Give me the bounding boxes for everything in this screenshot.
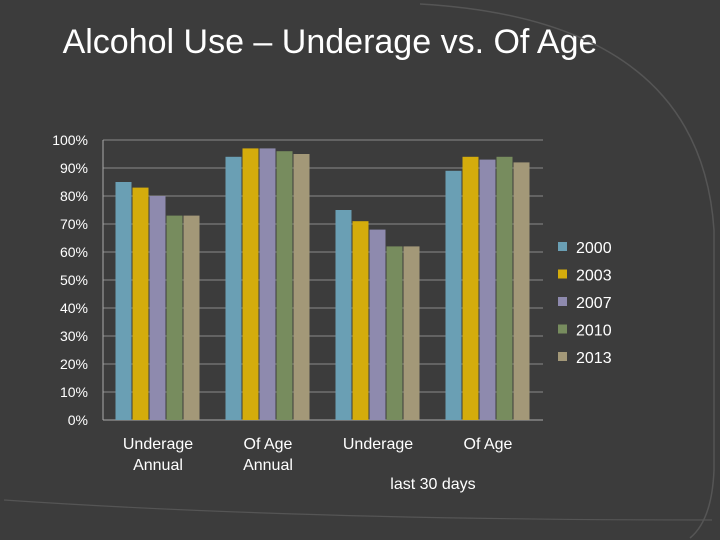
group-label: last 30 days bbox=[390, 476, 475, 493]
legend-swatch-2007 bbox=[558, 297, 567, 306]
x-tick-label-line: Annual bbox=[243, 457, 293, 474]
bar-2010 bbox=[276, 151, 293, 420]
x-tick-label-line: Annual bbox=[133, 457, 183, 474]
bar-2003 bbox=[352, 221, 369, 420]
x-tick-label-line: Of Age bbox=[244, 436, 293, 453]
bar-2003 bbox=[462, 156, 479, 421]
legend-label: 2003 bbox=[576, 268, 612, 285]
x-tick-label: Underage bbox=[343, 436, 413, 453]
bar-2010 bbox=[166, 215, 183, 420]
x-tick-label: Underage Annual bbox=[123, 436, 193, 474]
slide-title: Alcohol Use – Underage vs. Of Age bbox=[62, 23, 598, 61]
x-tick-label-line: Underage bbox=[123, 436, 193, 453]
x-tick-label: Of Age Annual bbox=[243, 436, 293, 474]
bar-2000 bbox=[335, 210, 352, 420]
legend-swatch-2010 bbox=[558, 324, 567, 334]
bar-2000 bbox=[225, 156, 242, 421]
bar-2000 bbox=[445, 170, 462, 420]
bar-2000 bbox=[115, 182, 132, 420]
bar-2007 bbox=[369, 229, 386, 420]
bar-2003 bbox=[242, 148, 259, 420]
legend-label: 2010 bbox=[576, 323, 612, 340]
bar-2013 bbox=[293, 154, 310, 420]
legend-label: 2007 bbox=[576, 295, 612, 312]
bar-2010 bbox=[386, 246, 403, 420]
plot-area: 0% 10% 20% 30% 40% 50% 60% 70% 80% 90% 100% Underag… bbox=[52, 132, 612, 493]
bar-2003 bbox=[132, 187, 149, 420]
bar-2013 bbox=[403, 246, 420, 420]
bar-2013 bbox=[183, 215, 200, 420]
y-tick-label: 10% bbox=[60, 384, 88, 400]
y-tick-label: 20% bbox=[60, 356, 88, 372]
y-tick-label: 60% bbox=[60, 244, 88, 260]
bar-2010 bbox=[496, 156, 513, 421]
y-tick-label: 30% bbox=[60, 328, 88, 344]
y-tick-label: 80% bbox=[60, 188, 88, 204]
legend-swatch-2013 bbox=[558, 352, 567, 361]
decorative-arc bbox=[3, 499, 713, 521]
y-tick-label: 0% bbox=[68, 412, 88, 428]
bar-2007 bbox=[259, 148, 276, 420]
slide-decoration bbox=[3, 3, 715, 539]
legend-label: 2000 bbox=[576, 240, 612, 257]
y-tick-label: 100% bbox=[52, 132, 88, 148]
y-tick-label: 90% bbox=[60, 160, 88, 176]
y-tick-label: 50% bbox=[60, 272, 88, 288]
legend-label: 2013 bbox=[576, 350, 612, 367]
bar-2007 bbox=[479, 159, 496, 420]
bar-2007 bbox=[149, 196, 166, 420]
legend-swatch-2000 bbox=[558, 242, 567, 251]
x-tick-label-line: Underage bbox=[343, 436, 413, 453]
x-tick-label: Of Age bbox=[464, 436, 513, 453]
bar-2013 bbox=[513, 162, 530, 420]
legend-swatch-2003 bbox=[558, 269, 567, 279]
x-tick-label-line: Of Age bbox=[464, 436, 513, 453]
y-tick-label: 40% bbox=[60, 300, 88, 316]
y-tick-label: 70% bbox=[60, 216, 88, 232]
decorative-arc bbox=[419, 3, 715, 539]
